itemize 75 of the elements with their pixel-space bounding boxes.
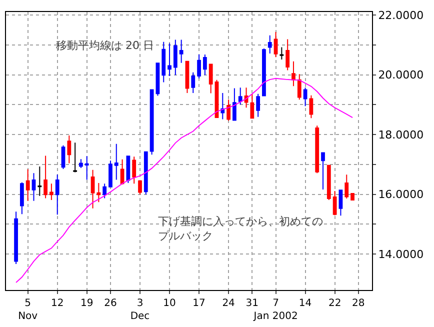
candlestick: [344, 174, 349, 200]
line-series: [16, 78, 354, 284]
candlestick: [102, 183, 107, 199]
candlestick: [297, 74, 302, 100]
candlestick: [50, 183, 54, 201]
candlestick: [38, 166, 42, 196]
candlestick: [55, 174, 60, 216]
candlestick: [156, 62, 160, 96]
y-tick-label: 14.0000: [378, 248, 424, 261]
y-tick-label: 16.0000: [378, 188, 424, 202]
candlestick: [96, 182, 101, 203]
candlestick: [185, 60, 190, 94]
x-tick-label: 14: [298, 298, 312, 309]
candlestick: [114, 143, 118, 180]
candlestick: [338, 190, 343, 216]
x-tick-label: 22: [328, 298, 342, 309]
x-tick-label: 28: [352, 298, 365, 309]
y-tick-label: 22.0000: [378, 8, 424, 22]
x-tick-label: 5 Nov: [18, 298, 38, 322]
x-tick-label: 12: [50, 298, 64, 309]
candlestick: [292, 60, 296, 87]
candlestick: [179, 39, 184, 64]
candlestick: [120, 158, 124, 184]
candlestick: [274, 32, 278, 58]
candlestick: [309, 94, 314, 119]
candlestick: [262, 48, 266, 96]
candlestick: [232, 88, 236, 122]
x-tick-label: 31: [246, 298, 259, 309]
x-tick-label: 17: [192, 298, 206, 309]
candlestick: [73, 142, 78, 173]
candlestick: [268, 34, 272, 54]
candlestick: [108, 160, 112, 188]
annotation: 下げ基調に入ってから、初めてのプルバック: [158, 215, 323, 242]
candlestick: [168, 42, 172, 76]
x-tick-label: 19: [80, 298, 94, 309]
candlestick: [326, 164, 331, 201]
candlestick: [197, 54, 201, 79]
candlestick: [44, 155, 48, 199]
candlestick: [61, 144, 66, 170]
y-tick-label: 18.0000: [378, 128, 424, 142]
candlestick: [79, 158, 83, 169]
candlestick: [20, 182, 24, 215]
candlestick: [90, 169, 95, 209]
candlestick: [150, 89, 154, 156]
candlestick: [14, 211, 18, 264]
candlestick: [138, 180, 142, 195]
candlestick: [332, 190, 337, 216]
candlestick: [226, 99, 230, 122]
candlestick: [26, 168, 30, 202]
y-tick-label: 20.0000: [378, 68, 424, 82]
candlestick: [350, 192, 354, 201]
candlestick: [132, 156, 136, 184]
x-tick-label: 24: [222, 298, 235, 309]
candlestick: [173, 39, 178, 76]
candlestick: [256, 93, 260, 118]
annotation: 移動平均線は 20 日: [56, 39, 154, 52]
candlestick: [202, 54, 207, 76]
candlestick: [84, 156, 89, 180]
x-tick-label: 26: [104, 298, 117, 309]
candlestick: [144, 151, 148, 195]
candlestick: [238, 87, 242, 106]
candlestick: [286, 38, 290, 71]
candlestick: [191, 72, 196, 94]
candlestick: [280, 46, 284, 60]
candlestick: [220, 92, 225, 120]
candlestick: [321, 152, 325, 190]
candlestick: [162, 41, 166, 83]
x-tick-label: 10: [163, 298, 176, 309]
candlestick: [32, 172, 36, 202]
candlestick: [315, 125, 320, 174]
x-tick-label: 3 Dec: [130, 298, 150, 322]
candlestick: [208, 64, 213, 94]
candlestick: [250, 93, 254, 119]
candlestick: [67, 134, 72, 164]
candlestick: [303, 87, 308, 107]
